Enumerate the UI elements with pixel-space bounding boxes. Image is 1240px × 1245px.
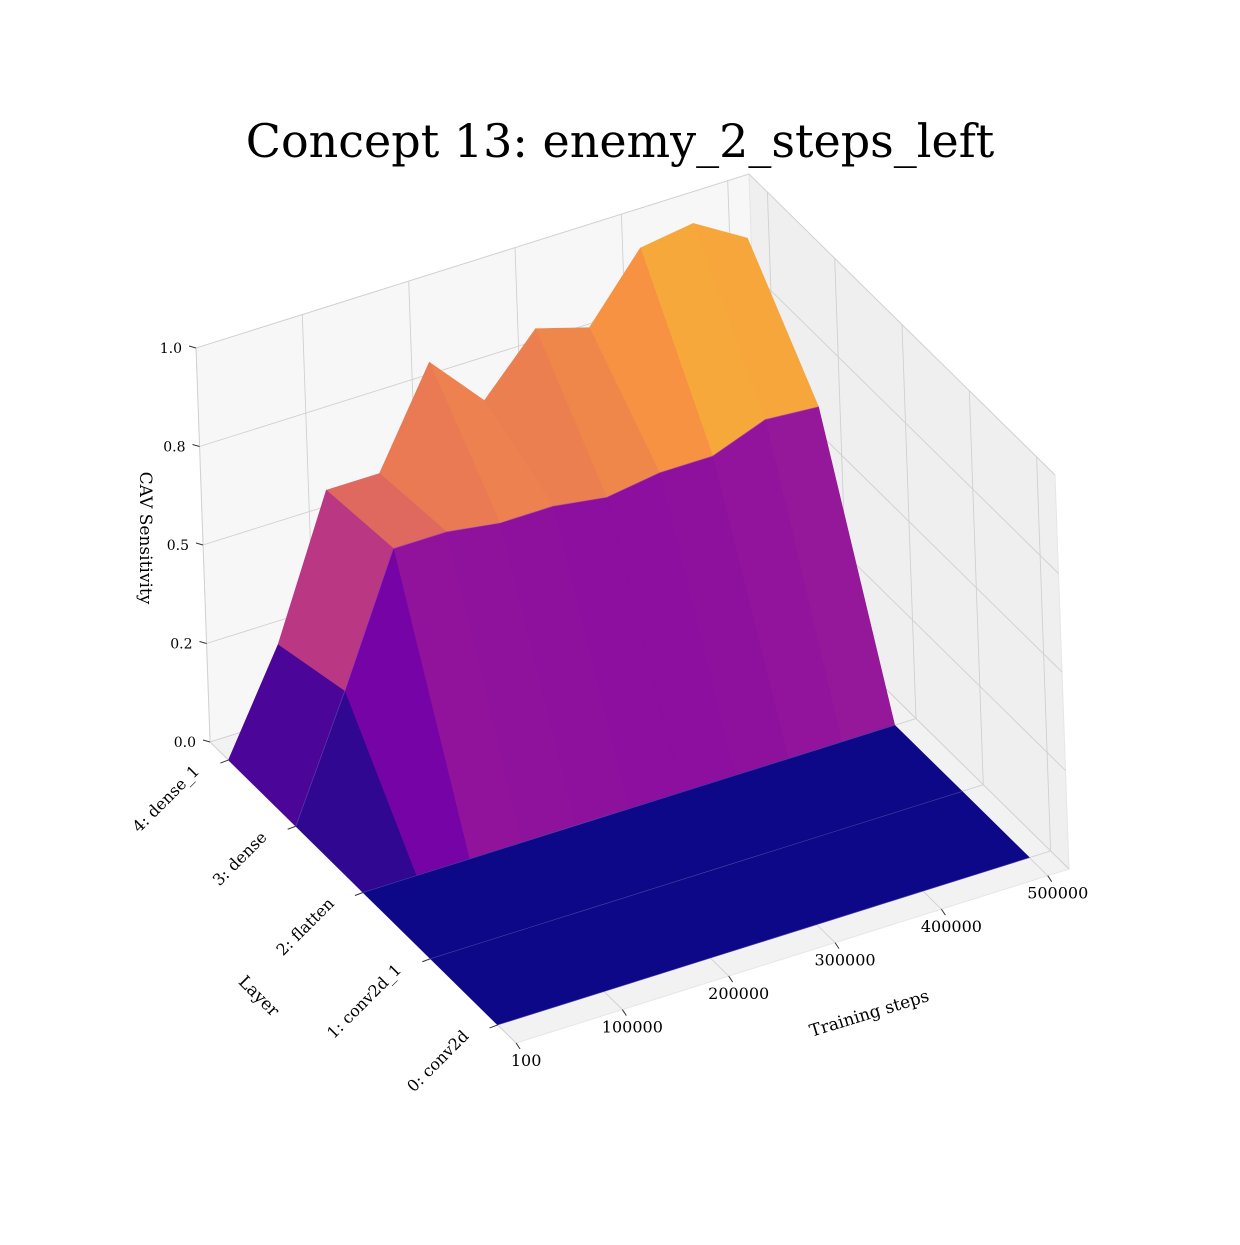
mesh-line xyxy=(606,472,660,498)
z-tick-label: 0.2 xyxy=(170,637,192,653)
mesh-line xyxy=(696,858,750,876)
mesh-line xyxy=(497,1007,551,1026)
x-tick-label: 200000 xyxy=(708,984,769,1003)
x-tick-label: 300000 xyxy=(814,951,875,970)
mesh-line xyxy=(469,842,523,860)
mesh-line xyxy=(922,874,977,892)
y-tick-label: 2: flatten xyxy=(272,894,337,959)
z-tick-mark xyxy=(202,739,211,743)
z-tick-mark xyxy=(188,345,197,349)
y-tick-mark xyxy=(422,958,431,963)
mesh-line xyxy=(681,775,736,793)
z-tick-label: 0.5 xyxy=(167,538,189,554)
mesh-line xyxy=(659,455,713,474)
mesh-line xyxy=(603,974,658,992)
mesh-line xyxy=(589,891,644,909)
z-tick-label: 0.0 xyxy=(174,735,196,751)
z-tick-mark xyxy=(195,542,204,546)
x-tick-label: 400000 xyxy=(921,917,982,936)
mesh-line xyxy=(550,991,605,1009)
mesh-line xyxy=(628,791,683,810)
mesh-line xyxy=(416,858,470,877)
y-tick-label: 3: dense xyxy=(209,828,271,890)
mesh-line xyxy=(869,890,924,909)
chart-title: Concept 13: enemy_2_steps_left xyxy=(246,114,995,168)
y-tick-mark xyxy=(354,892,364,896)
z-tick-mark xyxy=(192,444,200,447)
mesh-line xyxy=(712,419,766,457)
mesh-line xyxy=(575,808,629,826)
x-tick-mark xyxy=(834,942,840,949)
z-axis-label: CAV Sensitivity xyxy=(135,472,155,605)
z-tick-label: 0.8 xyxy=(163,440,185,456)
mesh-line xyxy=(710,940,764,959)
mesh-line xyxy=(802,824,856,842)
x-tick-mark xyxy=(621,1009,627,1016)
mesh-line xyxy=(788,741,842,759)
mesh-line xyxy=(536,908,590,926)
x-tick-label: 100 xyxy=(511,1051,542,1070)
mesh-line xyxy=(446,522,501,533)
mesh-line xyxy=(816,907,870,925)
y-tick-mark xyxy=(220,759,229,764)
mesh-line xyxy=(763,924,817,942)
mesh-line xyxy=(735,758,789,776)
mesh-line xyxy=(765,406,819,420)
y-tick-mark xyxy=(489,1024,498,1029)
grid-line-z xyxy=(195,173,1056,476)
y-tick-label: 1: conv2d_1 xyxy=(323,960,405,1042)
x-tick-label: 500000 xyxy=(1027,884,1088,903)
x-axis-label: Training steps xyxy=(807,986,931,1041)
mesh-line xyxy=(553,497,607,507)
mesh-line xyxy=(363,875,417,893)
x-tick-label: 100000 xyxy=(602,1018,663,1037)
surface-mesh xyxy=(228,223,1030,1026)
y-tick-label: 4: dense_1 xyxy=(129,761,204,836)
mesh-line xyxy=(295,691,345,827)
y-tick-mark xyxy=(287,825,296,830)
mesh-line xyxy=(657,957,711,976)
mesh-line xyxy=(393,531,447,549)
x-tick-mark xyxy=(940,908,946,916)
mesh-line xyxy=(855,807,909,826)
mesh-line xyxy=(430,941,484,959)
mesh-line xyxy=(749,841,803,859)
mesh-line xyxy=(908,791,963,809)
mesh-line xyxy=(841,724,895,743)
surface-patch xyxy=(430,941,552,1026)
y-axis-label: Layer xyxy=(234,972,284,1022)
mesh-line xyxy=(499,505,554,524)
x-tick-mark xyxy=(1047,875,1053,882)
mesh-line xyxy=(522,825,576,843)
mesh-line xyxy=(642,874,697,893)
x-tick-mark xyxy=(515,1042,521,1050)
z-tick-label: 1.0 xyxy=(160,341,182,357)
mesh-line xyxy=(344,548,394,692)
mesh-line xyxy=(483,924,537,943)
y-tick-label: 0: conv2d xyxy=(403,1026,472,1095)
z-tick-mark xyxy=(199,641,207,644)
mesh-line xyxy=(976,857,1030,875)
x-tick-mark xyxy=(728,975,734,983)
